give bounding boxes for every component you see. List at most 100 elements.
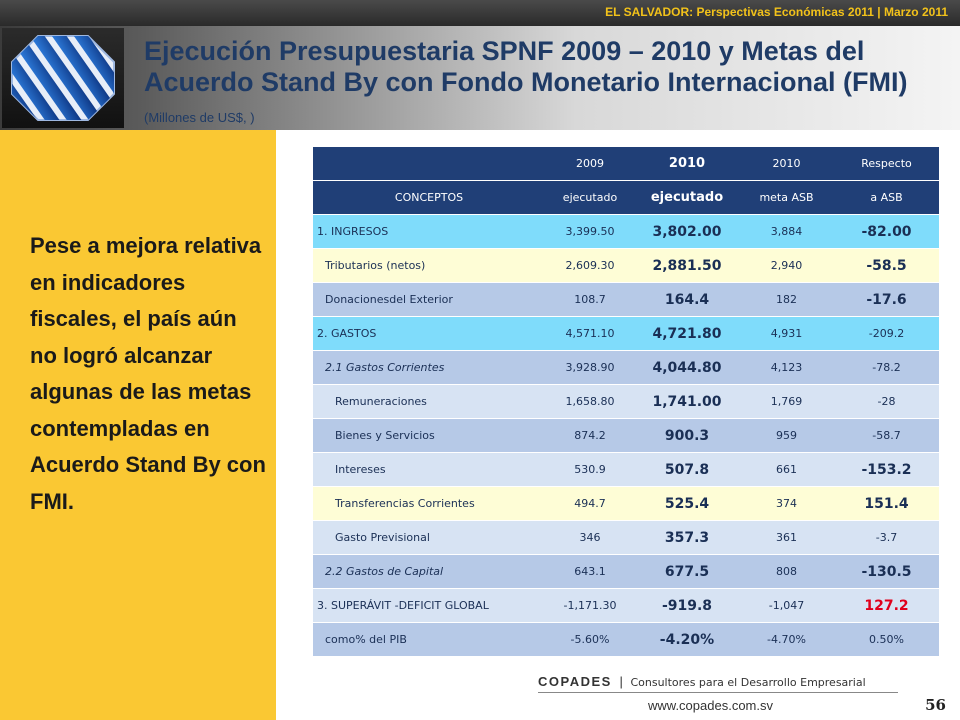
title-units: (Millones de US$, ) [144, 110, 255, 125]
value-2009-cell: 643.1 [545, 554, 635, 589]
concept-cell: Transferencias Corrientes [313, 486, 545, 521]
company-name: COPADES [538, 674, 612, 689]
table-row: 3. SUPERÁVIT -DEFICIT GLOBAL -1,171.30 -91… [313, 588, 939, 623]
value-2010-cell: 525.4 [635, 486, 739, 521]
difference-cell: -3.7 [834, 520, 939, 555]
value-2009-cell: 3,399.50 [545, 214, 635, 249]
concept-cell: Intereses [313, 452, 545, 487]
slide-header: Ejecución Presupuestaria SPNF 2009 – 201… [0, 26, 960, 130]
company-url[interactable]: www.copades.com.sv [648, 698, 773, 713]
difference-cell: -130.5 [834, 554, 939, 589]
logo-box [2, 28, 124, 128]
header-cell: a ASB [834, 180, 939, 215]
header-cell: Respecto [834, 147, 939, 181]
meta-asb-cell: -1,047 [739, 588, 834, 623]
table-row: Transferencias Corrientes 494.7 525.4 374 15… [313, 486, 939, 521]
difference-cell: 127.2 [834, 588, 939, 623]
meta-asb-cell: 3,884 [739, 214, 834, 249]
value-2010-cell: 3,802.00 [635, 214, 739, 249]
value-2009-cell: 108.7 [545, 282, 635, 317]
difference-cell: -153.2 [834, 452, 939, 487]
concept-cell: como% del PIB [313, 622, 545, 657]
concept-cell: 3. SUPERÁVIT -DEFICIT GLOBAL [313, 588, 545, 623]
meta-asb-cell: 4,931 [739, 316, 834, 351]
difference-cell: -209.2 [834, 316, 939, 351]
company-footer: COPADES | Consultores para el Desarrollo… [538, 674, 866, 689]
value-2010-cell: -4.20% [635, 622, 739, 657]
concept-cell: Gasto Previsional [313, 520, 545, 555]
header-cell: meta ASB [739, 180, 834, 215]
concept-cell: Remuneraciones [313, 384, 545, 419]
value-2009-cell: 4,571.10 [545, 316, 635, 351]
meta-asb-cell: -4.70% [739, 622, 834, 657]
difference-cell: -78.2 [834, 350, 939, 385]
table-row: Bienes y Servicios 874.2 900.3 959 -58.7 [313, 418, 939, 453]
value-2009-cell: 874.2 [545, 418, 635, 453]
concept-cell: 1. INGRESOS [313, 214, 545, 249]
sidebar-text: Pese a mejora relativa en indicadores fi… [30, 233, 266, 514]
meta-asb-cell: 4,123 [739, 350, 834, 385]
table-row: Donacionesdel Exterior 108.7 164.4 182 -17.6 [313, 282, 939, 317]
difference-cell: 0.50% [834, 622, 939, 657]
value-2010-cell: 4,044.80 [635, 350, 739, 385]
value-2009-cell: 3,928.90 [545, 350, 635, 385]
difference-cell: -58.7 [834, 418, 939, 453]
concept-cell: Bienes y Servicios [313, 418, 545, 453]
value-2009-cell: 2,609.30 [545, 248, 635, 283]
value-2009-cell: -1,171.30 [545, 588, 635, 623]
value-2009-cell: 530.9 [545, 452, 635, 487]
table-row: Tributarios (netos) 2,609.30 2,881.50 2,940… [313, 248, 939, 283]
budget-table: 2009 2010 2010 Respecto CONCEPTOS ejecut… [313, 147, 939, 657]
table-header-row-2: CONCEPTOS ejecutado ejecutado meta ASB a… [313, 180, 939, 215]
value-2010-cell: 164.4 [635, 282, 739, 317]
sidebar-panel: Pese a mejora relativa en indicadores fi… [0, 130, 276, 720]
meta-asb-cell: 808 [739, 554, 834, 589]
table-row: 1. INGRESOS 3,399.50 3,802.00 3,884 -82.00 [313, 214, 939, 249]
header-cell: 2010 [739, 147, 834, 181]
value-2009-cell: 494.7 [545, 486, 635, 521]
footer-separator: | [619, 674, 623, 689]
value-2010-cell: -919.8 [635, 588, 739, 623]
table-row: Gasto Previsional 346 357.3 361 -3.7 [313, 520, 939, 555]
top-banner-text: EL SALVADOR: Perspectivas Económicas 201… [605, 5, 948, 19]
concept-cell: Tributarios (netos) [313, 248, 545, 283]
value-2010-cell: 2,881.50 [635, 248, 739, 283]
header-cell: 2009 [545, 147, 635, 181]
value-2010-cell: 1,741.00 [635, 384, 739, 419]
concept-cell: 2.1 Gastos Corrientes [313, 350, 545, 385]
meta-asb-cell: 661 [739, 452, 834, 487]
difference-cell: -58.5 [834, 248, 939, 283]
concept-cell: 2. GASTOS [313, 316, 545, 351]
difference-cell: -82.00 [834, 214, 939, 249]
header-cell [313, 147, 545, 181]
page-number: 56 [925, 696, 946, 714]
globe-logo-icon [11, 35, 115, 121]
header-cell: ejecutado [635, 180, 739, 215]
top-banner: EL SALVADOR: Perspectivas Económicas 201… [0, 0, 960, 26]
meta-asb-cell: 2,940 [739, 248, 834, 283]
concept-cell: Donacionesdel Exterior [313, 282, 545, 317]
value-2010-cell: 677.5 [635, 554, 739, 589]
value-2010-cell: 4,721.80 [635, 316, 739, 351]
header-cell: 2010 [635, 147, 739, 181]
meta-asb-cell: 1,769 [739, 384, 834, 419]
meta-asb-cell: 361 [739, 520, 834, 555]
company-description: Consultores para el Desarrollo Empresari… [630, 676, 866, 689]
table-row: 2.1 Gastos Corrientes 3,928.90 4,044.80 4,1… [313, 350, 939, 385]
difference-cell: -28 [834, 384, 939, 419]
meta-asb-cell: 182 [739, 282, 834, 317]
table-row: Intereses 530.9 507.8 661 -153.2 [313, 452, 939, 487]
page-title: Ejecución Presupuestaria SPNF 2009 – 201… [144, 36, 944, 133]
concept-cell: 2.2 Gastos de Capital [313, 554, 545, 589]
value-2009-cell: 1,658.80 [545, 384, 635, 419]
difference-cell: -17.6 [834, 282, 939, 317]
meta-asb-cell: 959 [739, 418, 834, 453]
value-2009-cell: 346 [545, 520, 635, 555]
table-row: 2. GASTOS 4,571.10 4,721.80 4,931 -209.2 [313, 316, 939, 351]
header-cell: ejecutado [545, 180, 635, 215]
table-row: Remuneraciones 1,658.80 1,741.00 1,769 -28 [313, 384, 939, 419]
header-cell: CONCEPTOS [313, 180, 545, 215]
footer-divider [538, 692, 898, 693]
title-text: Ejecución Presupuestaria SPNF 2009 – 201… [144, 36, 908, 97]
meta-asb-cell: 374 [739, 486, 834, 521]
